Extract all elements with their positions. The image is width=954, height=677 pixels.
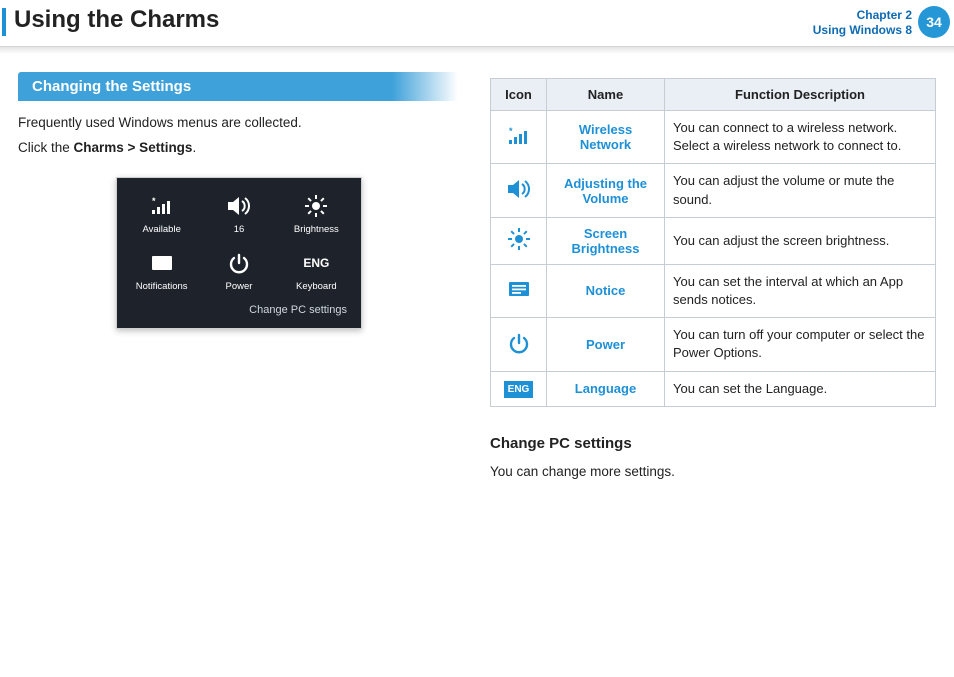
brightness-icon: [303, 194, 329, 218]
tile-label: Power: [226, 281, 253, 292]
table-row: * Wireless NetworkYou can connect to a w…: [491, 111, 936, 164]
settings-tile-notice[interactable]: Notifications: [136, 251, 188, 292]
settings-panel: * Available 16 Brightness Notifications …: [116, 177, 362, 329]
settings-tile-power[interactable]: Power: [226, 251, 253, 292]
tile-label: Notifications: [136, 281, 188, 292]
row-desc: You can set the Language.: [665, 371, 936, 406]
row-name: Adjusting the Volume: [547, 164, 665, 217]
svg-text:*: *: [509, 126, 513, 136]
notice-icon: [491, 264, 547, 317]
subsection-heading: Change PC settings: [490, 435, 936, 452]
function-table: Icon Name Function Description * Wireles…: [490, 78, 936, 407]
row-name: Notice: [547, 264, 665, 317]
power-icon: [491, 318, 547, 371]
eng-icon: ENG: [303, 251, 329, 275]
table-row: Screen BrightnessYou can adjust the scre…: [491, 217, 936, 264]
table-row: NoticeYou can set the interval at which …: [491, 264, 936, 317]
th-icon: Icon: [491, 79, 547, 111]
settings-tile-brightness[interactable]: Brightness: [294, 194, 339, 235]
page-number-badge: 34: [918, 6, 950, 38]
wifi-icon: *: [149, 194, 175, 218]
table-header-row: Icon Name Function Description: [491, 79, 936, 111]
row-name: Screen Brightness: [547, 217, 665, 264]
row-desc: You can turn off your computer or select…: [665, 318, 936, 371]
row-name: Wireless Network: [547, 111, 665, 164]
th-desc: Function Description: [665, 79, 936, 111]
content-area: Changing the Settings Frequently used Wi…: [0, 48, 954, 487]
wifi-icon: *: [491, 111, 547, 164]
row-name: Power: [547, 318, 665, 371]
intro-bold: Charms > Settings: [74, 140, 193, 155]
tile-label: 16: [234, 224, 245, 235]
settings-grid: * Available 16 Brightness Notifications …: [123, 194, 355, 292]
left-column: Changing the Settings Frequently used Wi…: [18, 72, 458, 487]
settings-tile-wifi[interactable]: * Available: [142, 194, 180, 235]
chapter-line2: Using Windows 8: [813, 23, 912, 38]
row-name: Language: [547, 371, 665, 406]
tile-label: Available: [142, 224, 180, 235]
accent-bar: [2, 8, 6, 36]
intro-line1: Frequently used Windows menus are collec…: [18, 113, 458, 134]
table-row: PowerYou can turn off your computer or s…: [491, 318, 936, 371]
row-desc: You can set the interval at which an App…: [665, 264, 936, 317]
tile-label: Keyboard: [296, 281, 337, 292]
power-icon: [227, 251, 251, 275]
th-name: Name: [547, 79, 665, 111]
intro-suffix: .: [192, 140, 196, 155]
subsection-text: You can change more settings.: [490, 462, 936, 483]
svg-text:*: *: [152, 196, 156, 206]
notice-icon: [149, 251, 175, 275]
section-tab: Changing the Settings: [18, 72, 458, 101]
table-row: ENGLanguageYou can set the Language.: [491, 371, 936, 406]
volume-icon: [226, 194, 252, 218]
right-column: Icon Name Function Description * Wireles…: [490, 72, 936, 487]
eng-icon: ENG: [491, 371, 547, 406]
row-desc: You can connect to a wireless network. S…: [665, 111, 936, 164]
chapter-line1: Chapter 2: [813, 8, 912, 23]
header-divider: [0, 46, 954, 54]
table-row: Adjusting the VolumeYou can adjust the v…: [491, 164, 936, 217]
intro-line2: Click the Charms > Settings.: [18, 138, 458, 159]
change-pc-settings-link[interactable]: Change PC settings: [123, 292, 355, 322]
volume-icon: [491, 164, 547, 217]
brightness-icon: [491, 217, 547, 264]
tile-label: Brightness: [294, 224, 339, 235]
intro-prefix: Click the: [18, 140, 74, 155]
page-title: Using the Charms: [14, 6, 813, 34]
settings-tile-eng[interactable]: ENG Keyboard: [296, 251, 337, 292]
settings-tile-volume[interactable]: 16: [226, 194, 252, 235]
row-desc: You can adjust the volume or mute the so…: [665, 164, 936, 217]
page-header: Using the Charms Chapter 2 Using Windows…: [0, 0, 954, 48]
chapter-info: Chapter 2 Using Windows 8: [813, 8, 912, 38]
row-desc: You can adjust the screen brightness.: [665, 217, 936, 264]
